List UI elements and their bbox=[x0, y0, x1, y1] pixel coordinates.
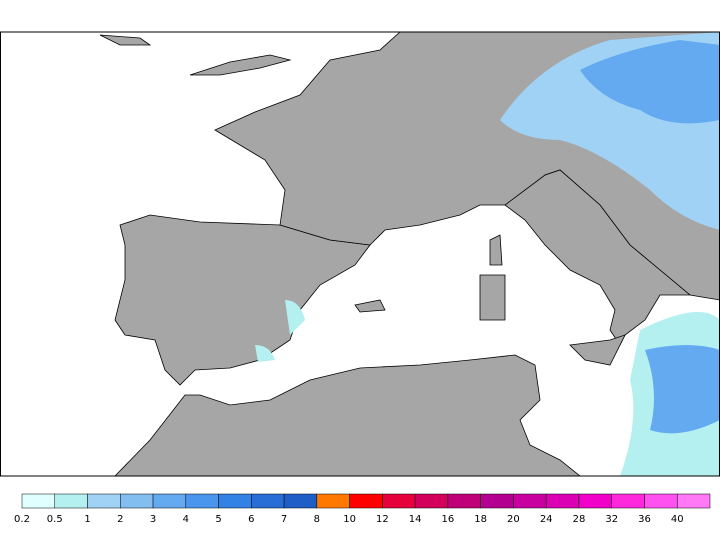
colorbar-swatch bbox=[54, 493, 88, 509]
colorbar-swatch bbox=[21, 493, 56, 509]
sardinia bbox=[479, 274, 506, 321]
colorbar-label: 6 bbox=[248, 514, 254, 525]
colorbar-swatch bbox=[382, 493, 416, 509]
colorbar-label: 12 bbox=[376, 514, 389, 525]
colorbar-label: 0.5 bbox=[47, 514, 63, 525]
colorbar-swatch bbox=[447, 493, 481, 509]
balearic bbox=[354, 299, 386, 313]
colorbar-label: 2 bbox=[117, 514, 123, 525]
colorbar-label: 8 bbox=[314, 514, 320, 525]
colorbar-label: 28 bbox=[573, 514, 586, 525]
colorbar-swatch bbox=[349, 493, 383, 509]
colorbar-swatch bbox=[87, 493, 121, 509]
sicily bbox=[569, 334, 626, 366]
africa bbox=[114, 354, 581, 476]
colorbar-label: 24 bbox=[540, 514, 553, 525]
colorbar-label: 36 bbox=[638, 514, 651, 525]
colorbar-swatch bbox=[218, 493, 252, 509]
colorbar-label: 32 bbox=[605, 514, 618, 525]
colorbar-swatch bbox=[513, 493, 547, 509]
colorbar-swatch bbox=[414, 493, 449, 509]
precipitation bbox=[255, 32, 720, 476]
colorbar-swatch bbox=[185, 493, 219, 509]
colorbar-swatch bbox=[611, 493, 645, 509]
corsica bbox=[489, 234, 503, 266]
colorbar-label: 20 bbox=[507, 514, 520, 525]
colorbar-swatch bbox=[578, 493, 612, 509]
colorbar-swatch bbox=[251, 493, 285, 509]
colorbar-label: 5 bbox=[215, 514, 221, 525]
colorbar-label: 7 bbox=[281, 514, 287, 525]
britain-north bbox=[99, 34, 152, 46]
colorbar-label: 40 bbox=[671, 514, 684, 525]
colorbar-label: 14 bbox=[409, 514, 422, 525]
colorbar-swatch bbox=[644, 493, 678, 509]
colorbar-label: 3 bbox=[150, 514, 156, 525]
colorbar-label: 1 bbox=[84, 514, 90, 525]
colorbar-label: 16 bbox=[442, 514, 455, 525]
colorbar-swatch bbox=[480, 493, 514, 509]
britain bbox=[189, 54, 292, 76]
map bbox=[0, 32, 720, 476]
colorbar-swatch bbox=[316, 493, 350, 509]
colorbar-label: 10 bbox=[343, 514, 356, 525]
colorbar-swatch bbox=[545, 493, 580, 509]
colorbar-swatch bbox=[120, 493, 154, 509]
colorbar-swatch bbox=[676, 493, 711, 509]
colorbar-swatch bbox=[152, 493, 187, 509]
colorbar-label: 18 bbox=[474, 514, 487, 525]
colorbar-swatch bbox=[283, 493, 318, 509]
colorbar-label: 0.2 bbox=[14, 514, 30, 525]
colorbar-label: 4 bbox=[183, 514, 189, 525]
colorbar: 0.2 0.5 1 2 3 4 5 6 7 8 10 12 14 16 18 20 24 28 32 36 40 bbox=[14, 493, 711, 525]
